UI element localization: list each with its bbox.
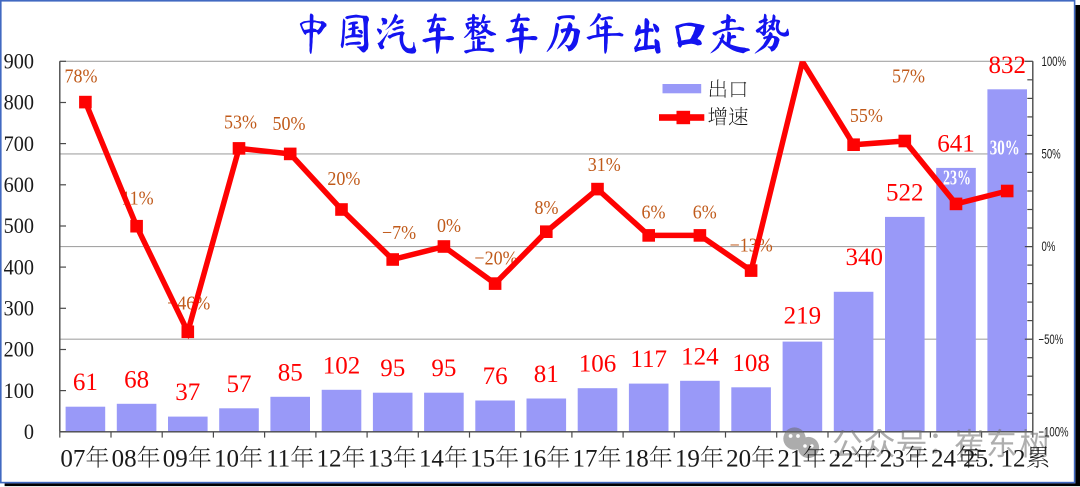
svg-text:17: 17 [573, 445, 598, 472]
svg-text:95: 95 [431, 355, 456, 382]
svg-text:15: 15 [470, 445, 495, 472]
svg-text:11: 11 [266, 445, 290, 472]
svg-text:6%: 6% [693, 202, 717, 224]
svg-text:07: 07 [60, 445, 85, 472]
svg-text:8%: 8% [535, 197, 559, 219]
svg-text:61: 61 [73, 369, 98, 396]
svg-text:641: 641 [937, 130, 975, 157]
svg-text:50%: 50% [273, 113, 306, 135]
svg-text:−20%: −20% [474, 247, 517, 269]
svg-text:117: 117 [630, 346, 667, 373]
svg-text:08: 08 [112, 445, 137, 472]
svg-text:340: 340 [845, 244, 883, 271]
svg-text:14: 14 [419, 445, 445, 472]
svg-text:95: 95 [380, 355, 405, 382]
svg-text:10: 10 [214, 445, 239, 472]
svg-text:19: 19 [675, 445, 700, 472]
svg-text:53%: 53% [224, 112, 257, 134]
svg-text:700: 700 [4, 131, 34, 156]
svg-text:219: 219 [784, 302, 822, 329]
svg-text:30%: 30% [990, 135, 1020, 159]
svg-text:−50%: −50% [1039, 332, 1064, 347]
svg-text:−7%: −7% [382, 222, 416, 244]
svg-text:−100%: −100% [1039, 425, 1069, 440]
svg-text:12: 12 [317, 445, 342, 472]
svg-text:85: 85 [278, 359, 303, 386]
svg-text:102: 102 [323, 352, 361, 379]
svg-text:25. 12: 25. 12 [963, 445, 1026, 472]
svg-text:57: 57 [227, 371, 252, 398]
svg-text:522: 522 [886, 179, 924, 206]
svg-text:800: 800 [4, 90, 34, 115]
svg-text:76: 76 [483, 363, 508, 390]
svg-text:0%: 0% [437, 215, 461, 237]
svg-text:200: 200 [4, 337, 34, 362]
svg-text:106: 106 [579, 351, 617, 378]
svg-text:832: 832 [988, 52, 1026, 79]
svg-text:21: 21 [777, 445, 802, 472]
svg-text:24: 24 [931, 445, 957, 472]
svg-text:09: 09 [163, 445, 188, 472]
svg-text:6%: 6% [642, 202, 666, 224]
svg-text:57%: 57% [892, 66, 925, 88]
svg-text:37: 37 [175, 379, 200, 406]
svg-text:108: 108 [732, 350, 770, 377]
svg-text:−13%: −13% [730, 234, 773, 256]
svg-text:23: 23 [880, 445, 905, 472]
svg-text:78%: 78% [65, 66, 98, 88]
svg-text:0%: 0% [1042, 240, 1056, 255]
svg-text:0: 0 [24, 419, 34, 444]
svg-text:900: 900 [4, 49, 34, 74]
svg-text:100%: 100% [1042, 54, 1066, 69]
svg-text:124: 124 [681, 343, 719, 370]
svg-text:18: 18 [624, 445, 649, 472]
svg-text:68: 68 [124, 366, 149, 393]
svg-text:50%: 50% [1042, 147, 1061, 162]
svg-text:16: 16 [521, 445, 546, 472]
svg-text:13: 13 [368, 445, 393, 472]
svg-text:31%: 31% [588, 154, 621, 176]
svg-text:300: 300 [4, 296, 34, 321]
svg-text:55%: 55% [850, 105, 883, 127]
svg-text:500: 500 [4, 213, 34, 238]
svg-text:23%: 23% [943, 166, 971, 190]
svg-text:81: 81 [534, 361, 559, 388]
svg-text:100: 100 [4, 378, 34, 403]
svg-text:20: 20 [726, 445, 751, 472]
svg-text:400: 400 [4, 255, 34, 280]
svg-text:600: 600 [4, 172, 34, 197]
svg-text:22: 22 [829, 445, 854, 472]
svg-text:20%: 20% [327, 168, 360, 190]
